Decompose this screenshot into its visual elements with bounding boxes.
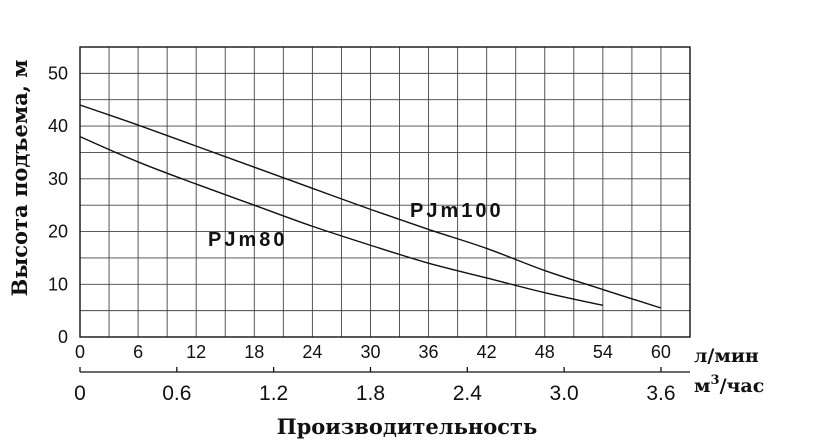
x-unit-primary: л/мин — [694, 345, 759, 367]
series-line-pjm100 — [79, 104, 662, 309]
x-tick-label: 12 — [186, 342, 206, 362]
x-tick-label: 0 — [75, 342, 85, 362]
y-tick-label: 0 — [58, 327, 68, 347]
secondary-x-tick-label: 3.6 — [646, 382, 675, 405]
x-tick-label: 24 — [302, 342, 322, 362]
series-label-pjm80: PJm80 — [208, 229, 288, 251]
x-tick-label: 42 — [477, 342, 497, 362]
y-tick-label: 30 — [48, 169, 68, 189]
series-label-pjm100: PJm100 — [410, 200, 504, 222]
y-tick-label: 20 — [48, 222, 68, 242]
x-unit-secondary-base: м — [694, 375, 711, 397]
secondary-x-tick-label: 0 — [74, 382, 86, 405]
x-unit-secondary: м3/час — [694, 373, 764, 397]
x-tick-label: 60 — [651, 342, 671, 362]
series-layer — [79, 104, 662, 309]
x-tick-label: 48 — [535, 342, 555, 362]
plot-frame — [79, 46, 691, 338]
y-axis-title: Высота подъема, м — [7, 59, 32, 296]
series-line-pjm80 — [79, 135, 604, 307]
x-tick-label: 6 — [133, 342, 143, 362]
tick-layer: 0 10 20 30 40 50 0 6 12 18 24 30 36 42 48 54 60 0 0.6 1.2 1.… — [48, 63, 676, 405]
x-tick-label: 54 — [593, 342, 613, 362]
x-tick-label: 30 — [360, 342, 380, 362]
secondary-x-tick-label: 2.4 — [453, 382, 483, 405]
x-tick-label: 18 — [244, 342, 264, 362]
secondary-x-tick-label: 1.8 — [356, 382, 385, 405]
secondary-x-tick-label: 3.0 — [550, 382, 579, 405]
secondary-x-tick-label: 0.6 — [162, 382, 191, 405]
secondary-x-tick-label: 1.2 — [259, 382, 288, 405]
x-axis-title: Производительность — [277, 414, 538, 439]
y-tick-label: 40 — [48, 116, 68, 136]
x-tick-label: 36 — [419, 342, 439, 362]
grid — [79, 46, 691, 338]
y-tick-label: 10 — [48, 274, 68, 294]
x-unit-secondary-tail: /час — [720, 375, 765, 397]
x-unit-secondary-exp: 3 — [711, 373, 720, 388]
y-tick-label: 50 — [48, 63, 68, 83]
